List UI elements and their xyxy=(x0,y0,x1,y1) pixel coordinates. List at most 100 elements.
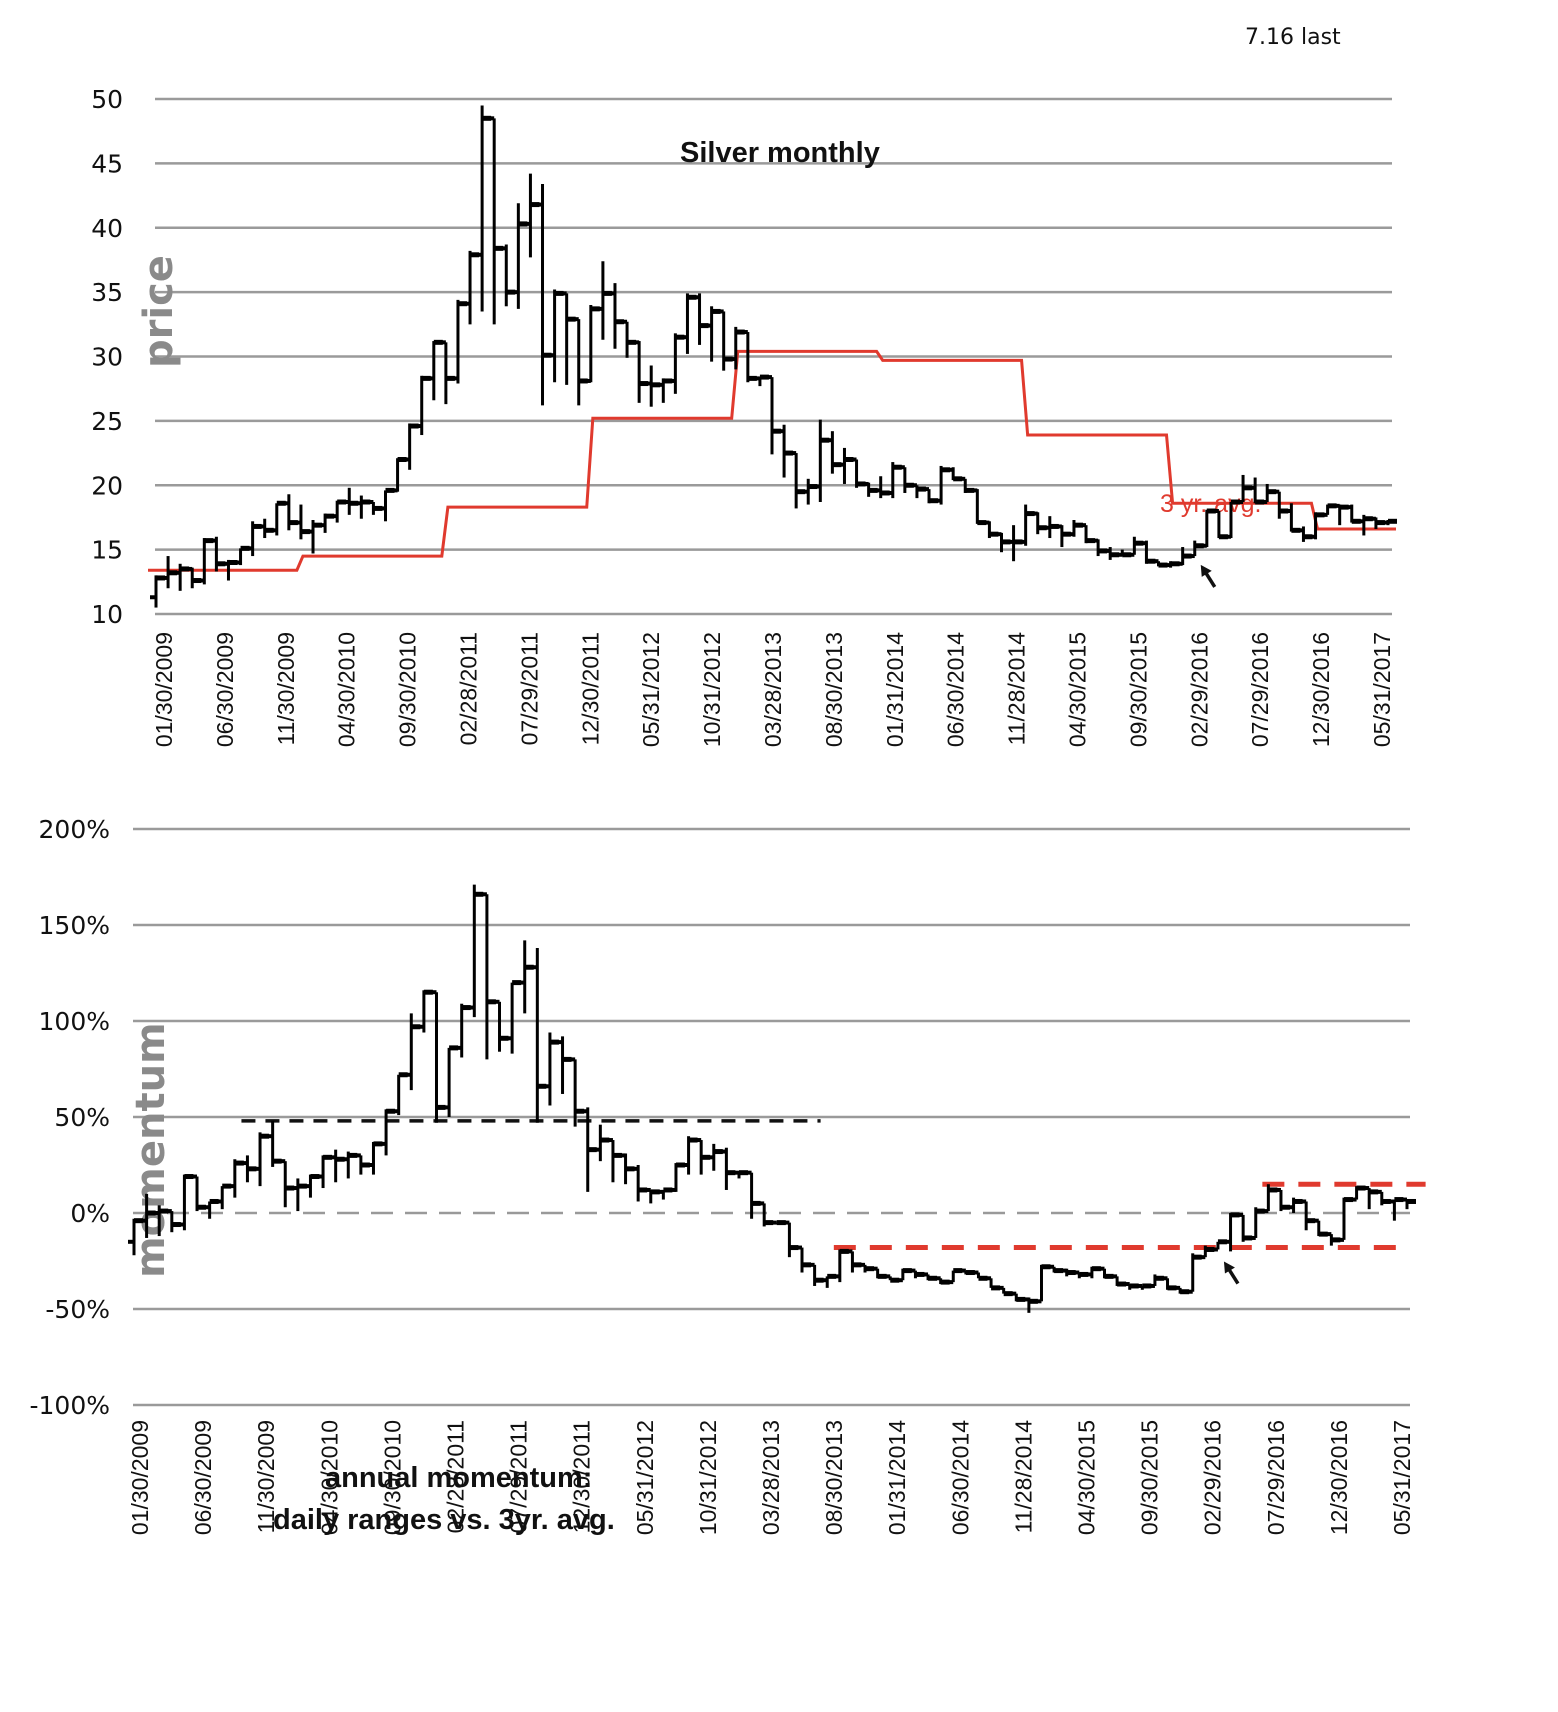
x-tick-label: 12/30/2016 xyxy=(1326,1420,1352,1535)
y-tick-label: 25 xyxy=(91,407,123,436)
ohlc-bar xyxy=(1128,536,1144,557)
price-gridlines xyxy=(155,97,1392,616)
ohlc-bar xyxy=(838,447,854,484)
x-tick-label: 02/29/2016 xyxy=(1200,1420,1226,1535)
ohlc-bar xyxy=(294,504,310,540)
ohlc-bar xyxy=(833,1248,849,1283)
ohlc-bar xyxy=(783,1220,799,1258)
ohlc-bar xyxy=(596,261,612,340)
ohlc-bar xyxy=(584,305,600,383)
x-tick-label: 01/31/2014 xyxy=(884,1420,910,1535)
x-tick-label: 01/30/2009 xyxy=(151,632,177,747)
ohlc-bar xyxy=(427,339,443,401)
ohlc-bar xyxy=(210,536,226,572)
ohlc-bar xyxy=(814,419,830,502)
x-tick-label: 05/31/2012 xyxy=(632,1420,658,1535)
ohlc-bar xyxy=(802,478,818,505)
y-tick-label: 100% xyxy=(39,1007,110,1036)
y-tick-label: -50% xyxy=(45,1295,110,1324)
ohlc-bar xyxy=(216,1183,232,1210)
ohlc-bar xyxy=(198,538,214,585)
ohlc-bar xyxy=(1285,503,1301,533)
x-tick-label: 10/31/2012 xyxy=(699,632,725,747)
ohlc-bar xyxy=(971,488,987,526)
ohlc-bar xyxy=(270,500,286,536)
x-tick-label: 12/30/2016 xyxy=(1308,632,1334,747)
ohlc-bar xyxy=(203,1198,219,1219)
ohlc-bar xyxy=(898,465,914,493)
ohlc-bar xyxy=(693,293,709,345)
ohlc-bar xyxy=(572,317,588,406)
price-arrow-icon xyxy=(1200,564,1217,588)
x-tick-label: 07/29/2016 xyxy=(1263,1420,1289,1535)
ohlc-bar xyxy=(279,1159,295,1208)
x-tick-label: 05/31/2017 xyxy=(1369,632,1395,747)
ohlc-bar xyxy=(669,333,685,394)
momentum-gridlines xyxy=(133,827,1410,1407)
momentum-arrow-icon xyxy=(1223,1261,1240,1285)
ohlc-bar xyxy=(476,105,492,312)
x-tick-label: 04/30/2015 xyxy=(1074,1420,1100,1535)
ohlc-bar xyxy=(254,1132,270,1187)
ohlc-bar xyxy=(524,173,540,258)
y-tick-label: 10 xyxy=(91,600,123,629)
ohlc-bar xyxy=(464,250,480,325)
ohlc-bar xyxy=(826,431,842,474)
y-tick-label: -100% xyxy=(30,1391,111,1420)
ohlc-bar xyxy=(536,183,552,406)
ohlc-bar xyxy=(1337,1197,1353,1242)
ohlc-bar xyxy=(329,1149,345,1183)
ohlc-bar xyxy=(621,319,637,358)
ohlc-bar xyxy=(317,1154,333,1189)
x-tick-label: 10/31/2012 xyxy=(695,1420,721,1535)
x-tick-label: 03/28/2013 xyxy=(758,1420,784,1535)
ohlc-bar xyxy=(443,1045,459,1117)
ohlc-bar xyxy=(451,299,467,384)
x-tick-label: 03/28/2013 xyxy=(760,632,786,747)
momentum-x-tick-labels: 01/30/2009 06/30/2009 11/30/2009 04/30/2010… xyxy=(127,1420,1415,1535)
avg-step-line xyxy=(148,349,1396,572)
ohlc-bar xyxy=(707,1143,723,1171)
x-tick-label: 06/30/2014 xyxy=(947,1420,973,1535)
y-tick-label: 150% xyxy=(39,911,110,940)
price-y-tick-labels: 10 15 20 25 30 35 40 45 50 xyxy=(91,85,123,629)
avg-line-label: 3 yr. avg. xyxy=(1160,490,1261,518)
ohlc-bar xyxy=(606,1138,622,1183)
y-tick-label: 15 xyxy=(91,536,123,565)
ohlc-bar xyxy=(506,980,522,1054)
x-tick-label: 02/28/2011 xyxy=(443,1420,469,1533)
y-tick-label: 35 xyxy=(91,278,123,307)
ohlc-bar xyxy=(178,1174,194,1231)
x-tick-label: 12/30/2011 xyxy=(569,1420,595,1533)
ohlc-bar xyxy=(796,1245,812,1273)
ohlc-bar xyxy=(1031,511,1047,535)
arrow-head xyxy=(1200,564,1212,577)
ohlc-bar xyxy=(632,1165,648,1202)
ohlc-bar xyxy=(430,990,446,1123)
ohlc-bar xyxy=(1388,1197,1404,1221)
ohlc-bar xyxy=(1297,526,1313,542)
ohlc-bar xyxy=(1382,518,1397,526)
x-tick-label: 11/28/2014 xyxy=(1004,632,1030,746)
x-tick-label: 01/31/2014 xyxy=(882,632,908,747)
x-tick-label: 09/30/2015 xyxy=(1125,632,1151,747)
x-tick-label: 09/30/2015 xyxy=(1137,1420,1163,1535)
x-tick-label: 02/29/2016 xyxy=(1186,632,1212,747)
momentum-y-axis-label: momentum xyxy=(128,1022,174,1278)
ohlc-bar xyxy=(1035,1264,1051,1304)
y-tick-label: 40 xyxy=(91,214,123,243)
ohlc-bar xyxy=(391,457,407,493)
ohlc-bar xyxy=(379,487,395,522)
ohlc-bar xyxy=(488,116,504,325)
ohlc-bar xyxy=(417,989,433,1033)
price-x-tick-labels: 01/30/2009 06/30/2009 11/30/2009 04/30/2010… xyxy=(151,632,1395,747)
x-tick-label: 06/30/2014 xyxy=(943,632,969,747)
price-chart-title: Silver monthly xyxy=(680,137,880,169)
ohlc-bar xyxy=(705,306,721,362)
x-tick-label: 05/31/2012 xyxy=(638,632,664,747)
ohlc-bar xyxy=(291,1178,307,1212)
ohlc-bar xyxy=(556,1036,572,1094)
ohlc-bar xyxy=(681,293,697,354)
ohlc-bar xyxy=(808,1262,824,1286)
